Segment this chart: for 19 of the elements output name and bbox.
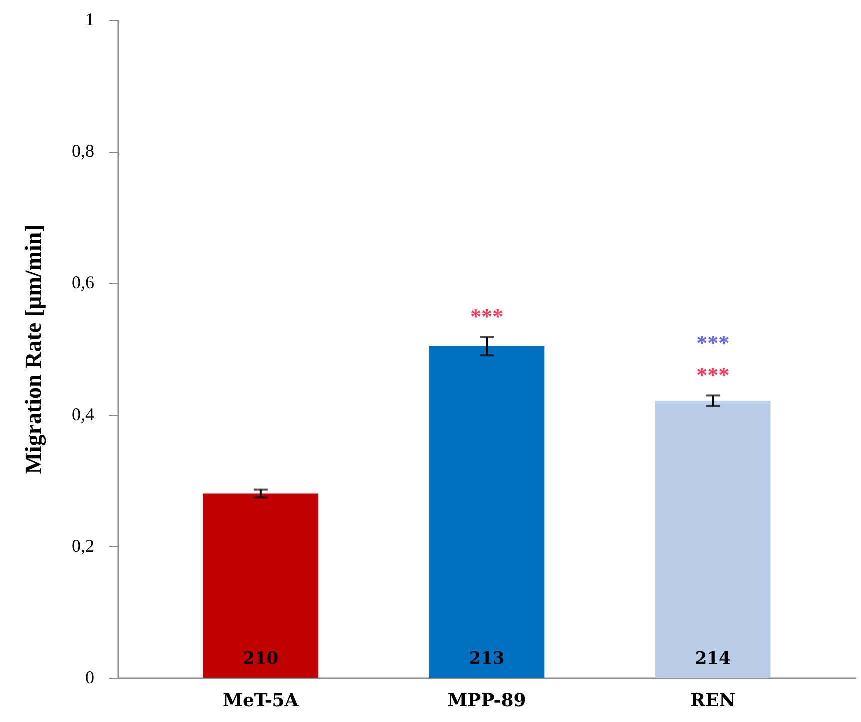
y-tick-label: 0,6 (72, 272, 94, 293)
annotation: 213 (469, 649, 505, 669)
annotation: 210 (243, 649, 279, 669)
y-axis-title: Migration Rate [µm/min] (21, 224, 47, 474)
bar (429, 346, 545, 678)
y-tick-label: 0 (86, 668, 94, 688)
x-tick-label: REN (690, 690, 736, 712)
y-tick-label: 0,4 (72, 404, 94, 424)
bar (203, 494, 319, 678)
annotation: *** (696, 362, 730, 388)
y-tick-label: 1 (86, 10, 94, 30)
x-tick-label: MPP-89 (448, 690, 526, 712)
annotation: *** (696, 330, 730, 356)
annotation: *** (470, 304, 504, 330)
bar (655, 400, 771, 678)
y-tick-label: 0,8 (72, 141, 94, 162)
annotation: 214 (695, 649, 732, 669)
y-tick-label: 0,2 (72, 536, 94, 556)
x-tick-label: MeT-5A (223, 690, 300, 712)
